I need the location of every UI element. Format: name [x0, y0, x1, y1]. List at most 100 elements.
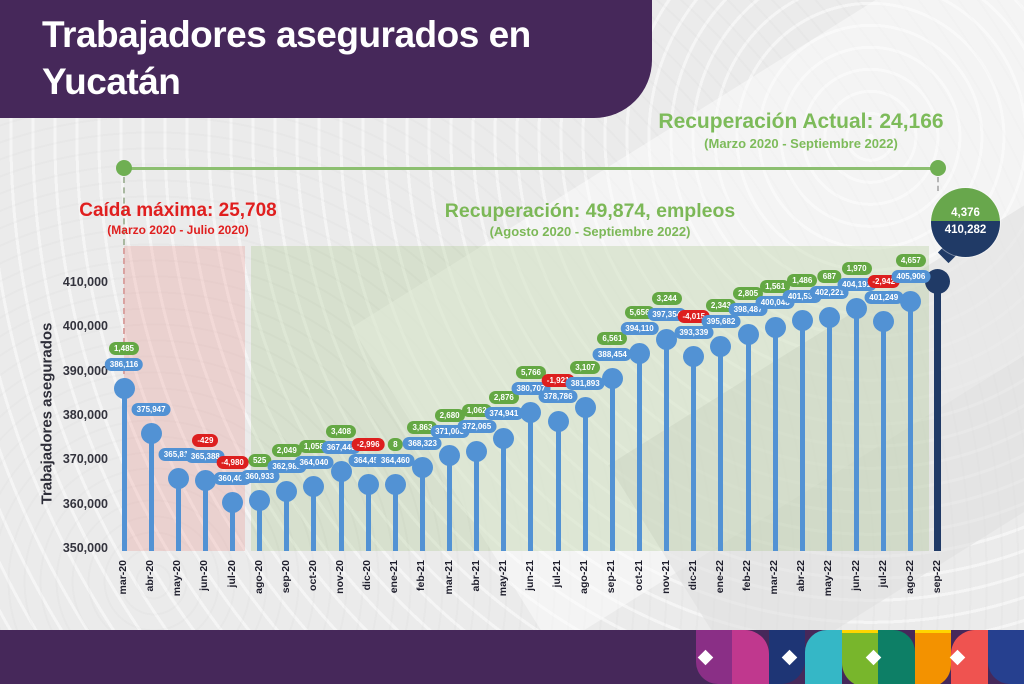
value-label: 381,893 [565, 376, 605, 390]
value-label: 394,110 [620, 322, 659, 336]
lollipop-stem [854, 308, 860, 551]
value-label: 397,354 [647, 308, 687, 322]
lollipop-dot [791, 310, 813, 332]
lollipop-stem [609, 378, 615, 551]
lollipop-stem [772, 327, 778, 551]
lollipop-dot [439, 445, 461, 467]
lollipop-stem [691, 356, 697, 551]
x-axis-month-label: may-21 [496, 560, 509, 597]
x-axis-month-label: may-22 [822, 560, 835, 597]
x-axis-month-label: nov-21 [659, 560, 672, 594]
lollipop-stem [175, 478, 181, 551]
lollipop-stem [474, 451, 480, 551]
caida-maxima-label: Caída máxima: 25,708 [79, 200, 277, 221]
lollipop-stem [718, 346, 724, 551]
increase-badge: 3,244 [651, 292, 682, 306]
x-axis-month-label: may-20 [171, 560, 184, 597]
lollipop-dot [873, 311, 895, 333]
increase-badge: 2,680 [434, 408, 465, 422]
x-axis-month-label: jun-22 [849, 560, 862, 591]
x-axis-month-label: jul-20 [225, 560, 238, 588]
increase-badge: 1,062 [461, 404, 492, 418]
x-axis-month-label: sep-20 [279, 560, 292, 594]
bracket-start-dot [116, 160, 132, 176]
bracket-left-dashed-line [123, 177, 125, 245]
lollipop-dot [222, 492, 244, 514]
x-axis-month-label: abr-20 [144, 560, 157, 592]
lollipop-dot [710, 335, 732, 357]
x-axis-month-label: sep-21 [605, 560, 618, 594]
x-axis-month-label: jul-22 [876, 560, 889, 588]
caida-dashed-line [123, 248, 125, 384]
increase-badge: 2,343 [705, 299, 736, 313]
increase-badge: 1,058 [298, 439, 329, 453]
mosaic-tile [914, 630, 952, 684]
value-label: 405,906 [891, 270, 931, 284]
value-label: 395,682 [701, 315, 741, 329]
y-axis-tick-label: 380,000 [62, 408, 108, 422]
lollipop-stem [447, 455, 453, 551]
x-axis-month-label: oct-21 [632, 560, 645, 591]
lollipop-dot [737, 323, 759, 345]
value-label: 393,339 [674, 325, 714, 339]
lollipop-dot [194, 470, 216, 492]
x-axis-month-label: ago-21 [578, 560, 591, 594]
highlight-lollipop-stem [934, 281, 942, 551]
lollipop-dot [629, 342, 651, 364]
footer-mosaic-decoration [696, 630, 1024, 684]
y-axis-tick-label: 400,000 [62, 319, 108, 334]
increase-badge: 525 [247, 453, 272, 467]
x-axis-month-label: nov-20 [334, 560, 347, 594]
value-label: 388,454 [592, 347, 632, 361]
lollipop-dot [249, 490, 271, 512]
decrease-badge: -4,980 [216, 455, 249, 469]
lollipop-dot [574, 397, 596, 419]
page-title: Trabajadores asegurados en Yucatán [42, 12, 531, 106]
value-label: 374,941 [484, 407, 524, 421]
increase-badge: 6,561 [597, 331, 628, 345]
recuperacion-annotation: Recuperación: 49,874, empleos (Agosto 20… [424, 200, 756, 239]
lollipop-dot [330, 461, 352, 483]
lollipop-stem [284, 491, 290, 551]
value-label: 378,786 [538, 390, 578, 404]
lollipop-dot [818, 306, 840, 328]
y-axis-tick-label: 370,000 [62, 452, 108, 467]
x-axis-month-label: oct-20 [306, 560, 319, 591]
x-axis-month-label: ene-22 [713, 560, 726, 594]
increase-badge: 2,805 [733, 287, 764, 301]
lollipop-dot [466, 440, 488, 462]
lollipop-stem [311, 486, 317, 551]
increase-badge: 1,970 [841, 261, 872, 275]
lollipop-stem [365, 484, 371, 551]
value-label: 360,933 [240, 469, 280, 483]
value-label: 401,249 [864, 290, 904, 304]
value-label: 372,065 [457, 420, 497, 434]
increase-badge: 3,863 [407, 420, 438, 434]
lollipop-stem [908, 301, 914, 551]
mosaic-tile [805, 630, 842, 684]
value-label: 404,191 [837, 277, 877, 291]
recuperacion-label: Recuperación: 49,874, empleos [444, 200, 736, 222]
lollipop-dot [493, 427, 515, 449]
lollipop-dot [900, 290, 922, 312]
y-axis-title: Trabajadores asegurados [38, 322, 56, 505]
increase-badge: 3,107 [570, 360, 601, 374]
lollipop-stem [257, 500, 263, 551]
increase-badge: 1,486 [787, 273, 818, 287]
mosaic-tile [987, 630, 1024, 684]
lollipop-stem [392, 484, 398, 551]
lollipop-stem [745, 334, 751, 551]
increase-badge: 5,656 [624, 306, 655, 320]
y-axis-tick-label: 410,000 [62, 275, 108, 289]
period-bracket-line [124, 167, 938, 170]
x-axis-month-label: abr-21 [469, 560, 482, 592]
callout-bubble: 4,376 410,282 [931, 188, 1000, 257]
lollipop-stem [881, 321, 887, 551]
lollipop-dot [601, 368, 623, 390]
lollipop-dot [140, 423, 162, 445]
x-axis-month-label: ene-21 [388, 560, 401, 594]
header-banner: Trabajadores asegurados en Yucatán [0, 0, 652, 118]
lollipop-stem [799, 320, 805, 551]
value-label: 364,040 [294, 455, 334, 469]
lollipop-stem [501, 438, 507, 551]
